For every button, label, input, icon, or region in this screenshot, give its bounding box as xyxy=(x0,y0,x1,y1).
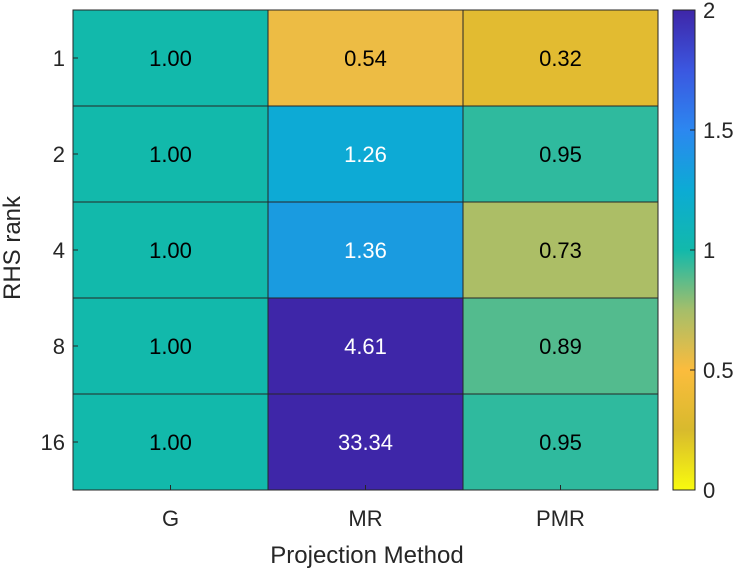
cell-value-label: 1.00 xyxy=(149,238,192,263)
heatmap-cell xyxy=(267,393,464,491)
heatmap-cells xyxy=(72,9,659,491)
colorbar-tick-label: 0 xyxy=(703,478,715,503)
colorbar-tick-labels: 0 0.5 1 1.5 2 xyxy=(690,0,734,503)
cell-value-label: 1.00 xyxy=(149,430,192,455)
heatmap-cell xyxy=(267,201,464,299)
cell-value-label: 0.73 xyxy=(539,238,582,263)
heatmap-cell xyxy=(462,297,659,395)
cell-value-label: 1.36 xyxy=(344,238,387,263)
cell-value-label: 1.26 xyxy=(344,142,387,167)
y-axis-label: RHS rank xyxy=(0,195,26,300)
cell-value-label: 4.61 xyxy=(344,334,387,359)
heatmap-cell xyxy=(462,393,659,491)
colorbar-tick-label: 2 xyxy=(703,0,715,23)
y-tick-label: 1 xyxy=(53,46,65,71)
heatmap-cell xyxy=(267,9,464,107)
cell-value-label: 0.89 xyxy=(539,334,582,359)
cell-value-label: 1.00 xyxy=(149,46,192,71)
colorbar-tick-label: 1.5 xyxy=(703,118,734,143)
y-tick-label: 16 xyxy=(41,430,65,455)
x-tick-label: PMR xyxy=(536,506,585,531)
cell-value-label: 1.00 xyxy=(149,334,192,359)
heatmap-cell xyxy=(72,105,269,203)
y-tick-label: 8 xyxy=(53,334,65,359)
heatmap-cell xyxy=(72,9,269,107)
x-axis-label: Projection Method xyxy=(270,542,463,569)
heatmap-cell xyxy=(72,393,269,491)
colorbar-tick-label: 1 xyxy=(703,238,715,263)
cell-value-label: 1.00 xyxy=(149,142,192,167)
cell-value-label: 33.34 xyxy=(338,430,393,455)
x-axis-tick-labels: G MR PMR xyxy=(162,485,585,531)
x-tick-label: G xyxy=(162,506,179,531)
heatmap-cell xyxy=(462,105,659,203)
y-tick-label: 4 xyxy=(53,238,65,263)
heatmap-cell-labels: 1.00 0.54 0.32 1.00 1.26 0.95 1.00 1.36 0.73 1.00… xyxy=(149,46,582,455)
cell-value-label: 0.95 xyxy=(539,430,582,455)
heatmap-cell xyxy=(72,297,269,395)
cell-value-label: 0.32 xyxy=(539,46,582,71)
heatmap-cell xyxy=(267,105,464,203)
y-tick-label: 2 xyxy=(53,142,65,167)
cell-value-label: 0.95 xyxy=(539,142,582,167)
x-tick-label: MR xyxy=(348,506,382,531)
y-axis-tick-labels: 1 2 4 8 16 xyxy=(41,46,78,455)
heatmap-cell xyxy=(462,9,659,107)
colorbar-tick-label: 0.5 xyxy=(703,358,734,383)
cell-value-label: 0.54 xyxy=(344,46,387,71)
